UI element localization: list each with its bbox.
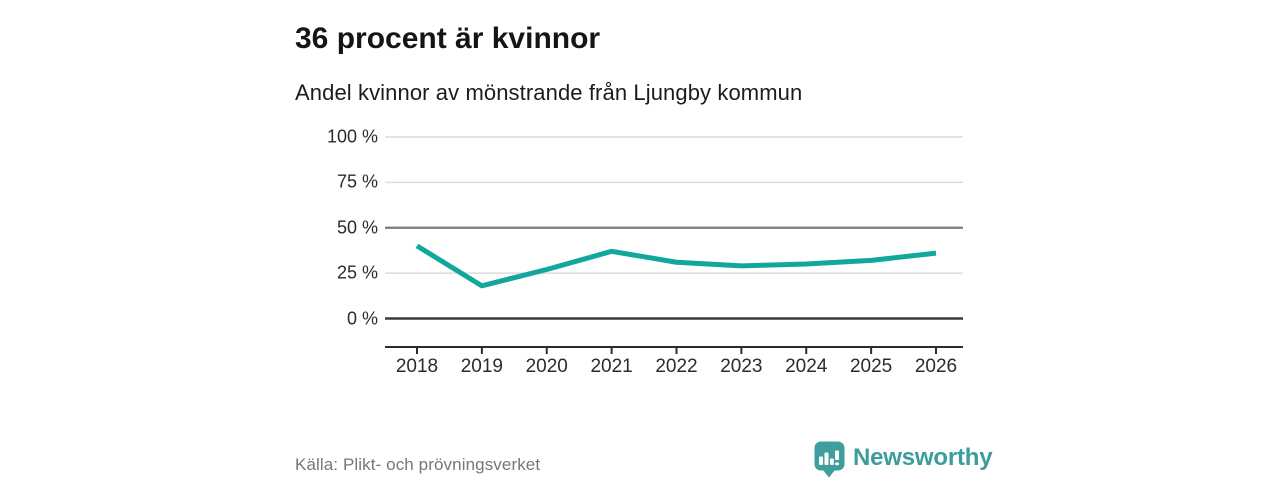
y-tick-label-75: 75 % <box>336 171 378 192</box>
x-tick-label-2023: 2023 <box>720 356 763 377</box>
y-tick-label-100: 100 % <box>326 126 378 147</box>
x-tick-label-2018: 2018 <box>395 356 439 377</box>
x-tick-label-2022: 2022 <box>655 356 698 377</box>
chart-subtitle: Andel kvinnor av mönstrande från Ljungby… <box>295 80 803 105</box>
x-tick-label-2021: 2021 <box>590 356 633 377</box>
x-tick-label-2025: 2025 <box>849 356 893 377</box>
brand-name: Newsworthy <box>853 444 993 471</box>
x-tick-label-2024: 2024 <box>785 356 828 377</box>
newsworthy-logo: Newsworthy <box>814 441 993 478</box>
x-tick-label-2019: 2019 <box>460 356 504 377</box>
y-tick-label-25: 25 % <box>336 262 378 283</box>
newsworthy-bubble-chart-icon <box>814 441 845 478</box>
series-line <box>415 243 937 289</box>
chart-title: 36 procent är kvinnor <box>295 22 601 56</box>
x-tick-label-2026: 2026 <box>914 356 958 377</box>
y-tick-label-0: 0 % <box>346 308 378 328</box>
x-tick-label-2020: 2020 <box>525 356 568 377</box>
source-note: Källa: Plikt- och prövningsverket <box>295 455 541 474</box>
y-tick-label-50: 50 % <box>336 217 378 238</box>
